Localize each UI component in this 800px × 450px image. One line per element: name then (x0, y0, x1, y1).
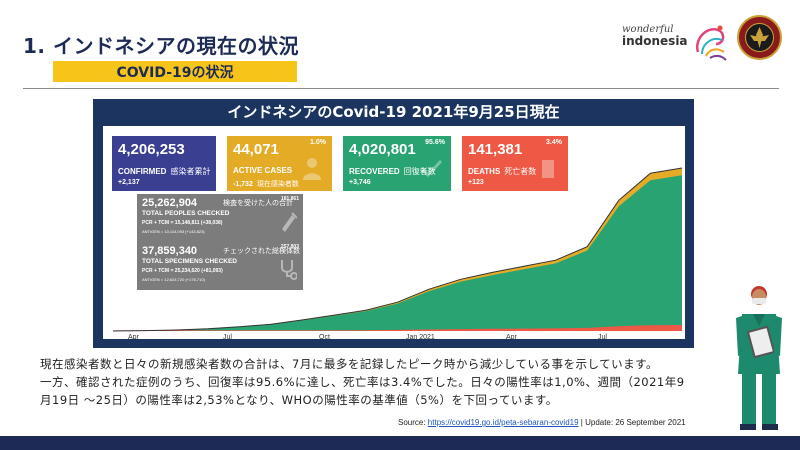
specimens-checked-label-jp: チェックされた総検体数 (223, 248, 300, 255)
x-tick-label: Oct (319, 334, 330, 341)
active-pct: 1.0% (310, 139, 326, 146)
x-tick-label: Jul (598, 334, 607, 341)
doctor-illustration (736, 286, 782, 430)
logo-indonesia-text: indonesia (622, 34, 688, 48)
people-checked-pcr: PCR + TCM = 15,148,811 (+38,038) (142, 220, 223, 226)
recovered-area (113, 175, 682, 331)
title-divider (23, 88, 779, 89)
specimens-checked-antigen: ANTIGEN = 12,624,720 (+176,710) (142, 277, 205, 282)
deaths-value: 141,381 (468, 141, 523, 158)
active-change-row: -1,732 現在感染者数 (233, 179, 299, 189)
confirmed-card: 4,206,253 CONFIRMED 感染者累計 +2,137 (112, 136, 216, 191)
confirmed-label: CONFIRMED (118, 167, 167, 176)
deaths-label: DEATHS (468, 167, 501, 176)
logo-wonderful-text: wonderful (622, 24, 674, 35)
people-checked-increase: 181,861 (280, 196, 299, 202)
recovered-labels: RECOVERED 回復者数 (349, 166, 436, 177)
recovered-label-jp: 回復者数 (403, 167, 436, 176)
slide-subtitle: COVID-19の状況 (53, 61, 297, 82)
x-tick-label: Jul (223, 334, 232, 341)
recovered-change: +3,746 (349, 179, 371, 186)
body-line: 現在感染者数と日々の新規感染者数の合計は、7月に最多を記録したピーク時から減少し… (40, 357, 658, 371)
deaths-change: +123 (468, 179, 484, 186)
confirmed-change: +2,137 (118, 179, 140, 186)
body-line: 一方、確認された症例のうち、回復率は95.6%に達し、死亡率は3.4%でした。日… (40, 375, 685, 389)
recovered-value: 4,020,801 (349, 141, 416, 158)
active-change: -1,732 (233, 181, 253, 188)
recovered-icon (419, 159, 443, 178)
active-labels: ACTIVE CASES (233, 166, 292, 175)
active-value: 44,071 (233, 141, 279, 158)
wonderful-indonesia-logo: wonderful indonesia (622, 22, 730, 62)
body-text: 現在感染者数と日々の新規感染者数の合計は、7月に最多を記録したピーク時から減少し… (40, 355, 730, 409)
confirmed-value: 4,206,253 (118, 141, 185, 158)
x-tick-label: Apr (128, 334, 139, 341)
specimens-checked-increase: 257,803 (280, 244, 299, 250)
source-link[interactable]: https://covid19.go.id/peta-sebaran-covid… (427, 418, 579, 427)
source-prefix: Source: (398, 418, 428, 427)
people-checked-label-jp: 検査を受けた人の合計 (223, 200, 293, 207)
footer-bar (0, 436, 800, 450)
recovered-label: RECOVERED (349, 167, 400, 176)
confirmed-label-jp: 感染者累計 (170, 167, 211, 176)
deaths-pct: 3.4% (546, 139, 562, 146)
active-cases-card: 44,071 1.0% ACTIVE CASES -1,732 現在感染者数 (227, 136, 332, 191)
active-label-jp: 現在感染者数 (256, 181, 299, 188)
patient-icon (303, 158, 321, 180)
dashboard-title: インドネシアのCovid-19 2021年9月25日現在 (227, 103, 560, 121)
specimens-checked-pcr: PCR + TCM = 25,234,620 (+81,093) (142, 268, 223, 274)
specimens-checked-label: TOTAL SPECIMENS CHECKED (142, 258, 237, 265)
x-tick-label: Apr (506, 334, 517, 341)
slide-title: 1. インドネシアの現在の状況 (23, 34, 299, 58)
deaths-label-jp: 死亡者数 (504, 167, 537, 176)
confirmed-labels: CONFIRMED 感染者累計 (118, 166, 210, 177)
specimens-checked-value: 37,859,340 (142, 245, 198, 257)
confirmed-line (112, 167, 683, 332)
people-checked-value: 25,262,904 (142, 197, 198, 209)
recovered-card: 4,020,801 95.6% RECOVERED 回復者数 +3,746 (343, 136, 451, 191)
syringe-icon (282, 212, 297, 232)
source-line: Source: https://covid19.go.id/peta-sebar… (398, 418, 686, 427)
recovered-pct: 95.6% (425, 139, 445, 146)
people-checked-label: TOTAL PEOPLES CHECKED (142, 210, 230, 217)
active-label: ACTIVE CASES (233, 166, 293, 175)
deaths-icon (542, 160, 554, 178)
deaths-card: 141,381 3.4% DEATHS 死亡者数 +123 (462, 136, 568, 191)
logo-swirl-icon (695, 25, 727, 61)
deaths-labels: DEATHS 死亡者数 (468, 166, 536, 177)
deaths-area (113, 325, 682, 331)
embassy-seal-icon (737, 15, 782, 60)
covid-cases-chart (112, 167, 683, 332)
total-people-checked-card: 25,262,904 検査を受けた人の合計 181,861 TOTAL PEOP… (137, 194, 303, 242)
total-specimens-checked-card: 37,859,340 チェックされた総検体数 257,803 TOTAL SPE… (137, 242, 303, 290)
people-checked-antigen: ANTIGEN = 10,114,093 (+143,823) (142, 229, 205, 234)
source-update: | Update: 26 September 2021 (578, 418, 686, 427)
x-tick-label: Jan 2021 (406, 334, 435, 341)
stethoscope-icon (281, 260, 297, 280)
body-line: 月19日 ～25日）の陽性率は2,53%となり、WHOの陽性率の基準値（5%）を… (40, 393, 558, 407)
